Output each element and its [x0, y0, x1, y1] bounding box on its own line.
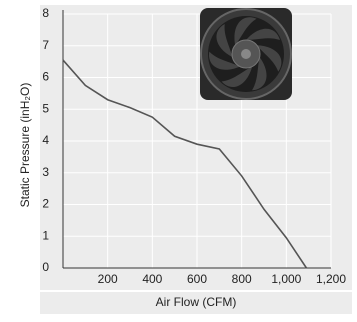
x-tick-label: 1,200: [316, 272, 346, 286]
y-tick-label: 5: [42, 101, 49, 115]
y-tick-label: 6: [42, 70, 49, 84]
x-tick-label: 1,000: [271, 272, 301, 286]
y-tick-label: 3: [42, 165, 49, 179]
fan-image: [200, 8, 292, 100]
plot-background: [40, 5, 352, 290]
x-tick-label: 200: [98, 272, 118, 286]
y-tick-label: 8: [42, 6, 49, 20]
x-tick-label: 400: [142, 272, 162, 286]
y-tick-label: 0: [42, 260, 49, 274]
y-tick-label: 2: [42, 197, 49, 211]
y-axis-title: Static Pressure (inH₂O): [18, 83, 32, 208]
x-tick-label: 800: [232, 272, 252, 286]
x-tick-label: 600: [187, 272, 207, 286]
chart: Air Flow (CFM) Static Pressure (inH₂O) 0…: [0, 0, 357, 317]
x-axis-title: Air Flow (CFM): [156, 295, 237, 309]
y-tick-label: 1: [42, 228, 49, 242]
y-tick-label: 7: [42, 38, 49, 52]
y-tick-label: 4: [42, 133, 49, 147]
